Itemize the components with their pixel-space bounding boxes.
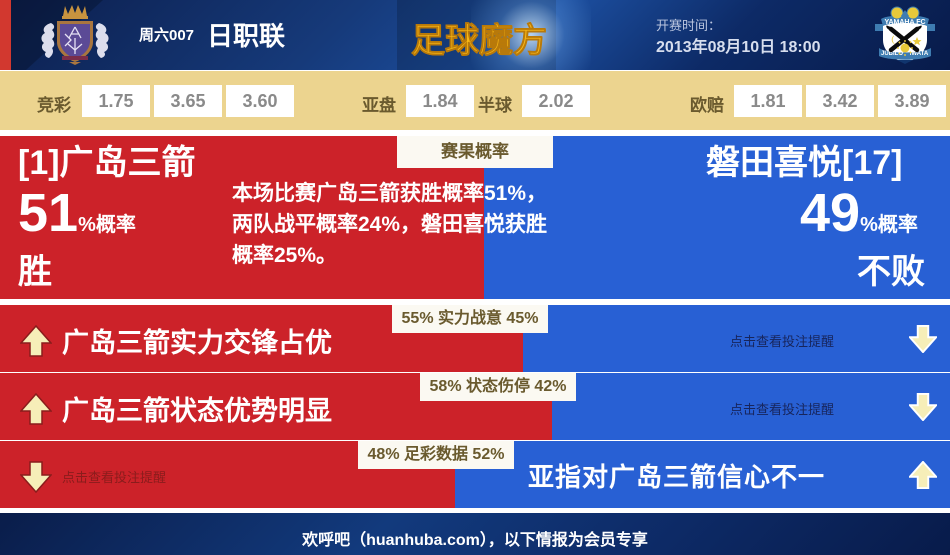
svg-text:YAMAHA FC: YAMAHA FC <box>884 19 925 26</box>
svg-text:IWATA: IWATA <box>910 51 929 57</box>
